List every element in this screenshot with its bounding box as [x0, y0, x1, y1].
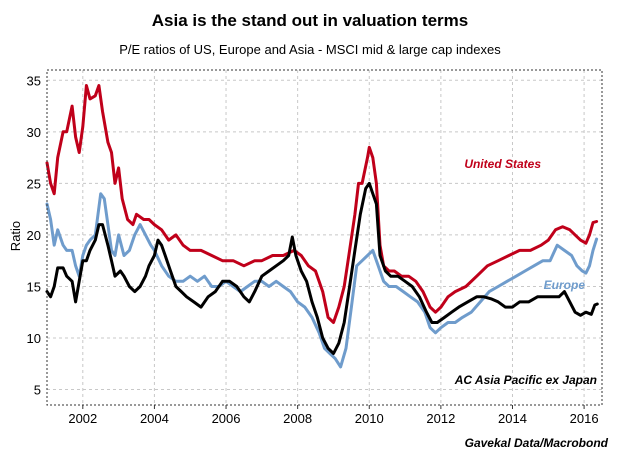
source-note: Gavekal Data/Macrobond — [465, 436, 609, 450]
y-tick-label: 30 — [27, 125, 41, 140]
y-tick-label: 5 — [34, 383, 41, 398]
legend-label-asia: AC Asia Pacific ex Japan — [454, 373, 597, 387]
y-axis-label: Ratio — [8, 221, 23, 251]
x-tick-label: 2006 — [212, 411, 241, 426]
x-tick-label: 2004 — [140, 411, 169, 426]
series-line-united-states — [45, 84, 599, 324]
series-layer — [45, 84, 599, 369]
legend-label-europe: Europe — [544, 278, 586, 292]
x-tick-label: 2002 — [68, 411, 97, 426]
y-tick-label: 10 — [27, 331, 41, 346]
y-tick-label: 25 — [27, 176, 41, 191]
series-line-europe — [45, 192, 599, 369]
y-tick-label: 20 — [27, 228, 41, 243]
y-tick-label: 15 — [27, 279, 41, 294]
chart-subtitle: P/E ratios of US, Europe and Asia - MSCI… — [119, 42, 501, 57]
x-tick-label: 2016 — [570, 411, 599, 426]
x-tick-label: 2012 — [426, 411, 455, 426]
x-tick-label: 2008 — [283, 411, 312, 426]
y-tick-label: 35 — [27, 73, 41, 88]
x-tick-label: 2014 — [498, 411, 527, 426]
chart-title: Asia is the stand out in valuation terms — [152, 11, 468, 30]
axis-layer: 5 10 15 20 25 30 35 2002 2004 2006 2008 2010 2012 201… — [27, 69, 603, 426]
plot-frame — [46, 69, 603, 406]
grid-layer — [47, 70, 602, 405]
series-line-ac-asia-pacific-ex-japan — [45, 181, 599, 355]
x-tick-label: 2010 — [355, 411, 384, 426]
legend-label-united-states: United States — [464, 157, 541, 171]
